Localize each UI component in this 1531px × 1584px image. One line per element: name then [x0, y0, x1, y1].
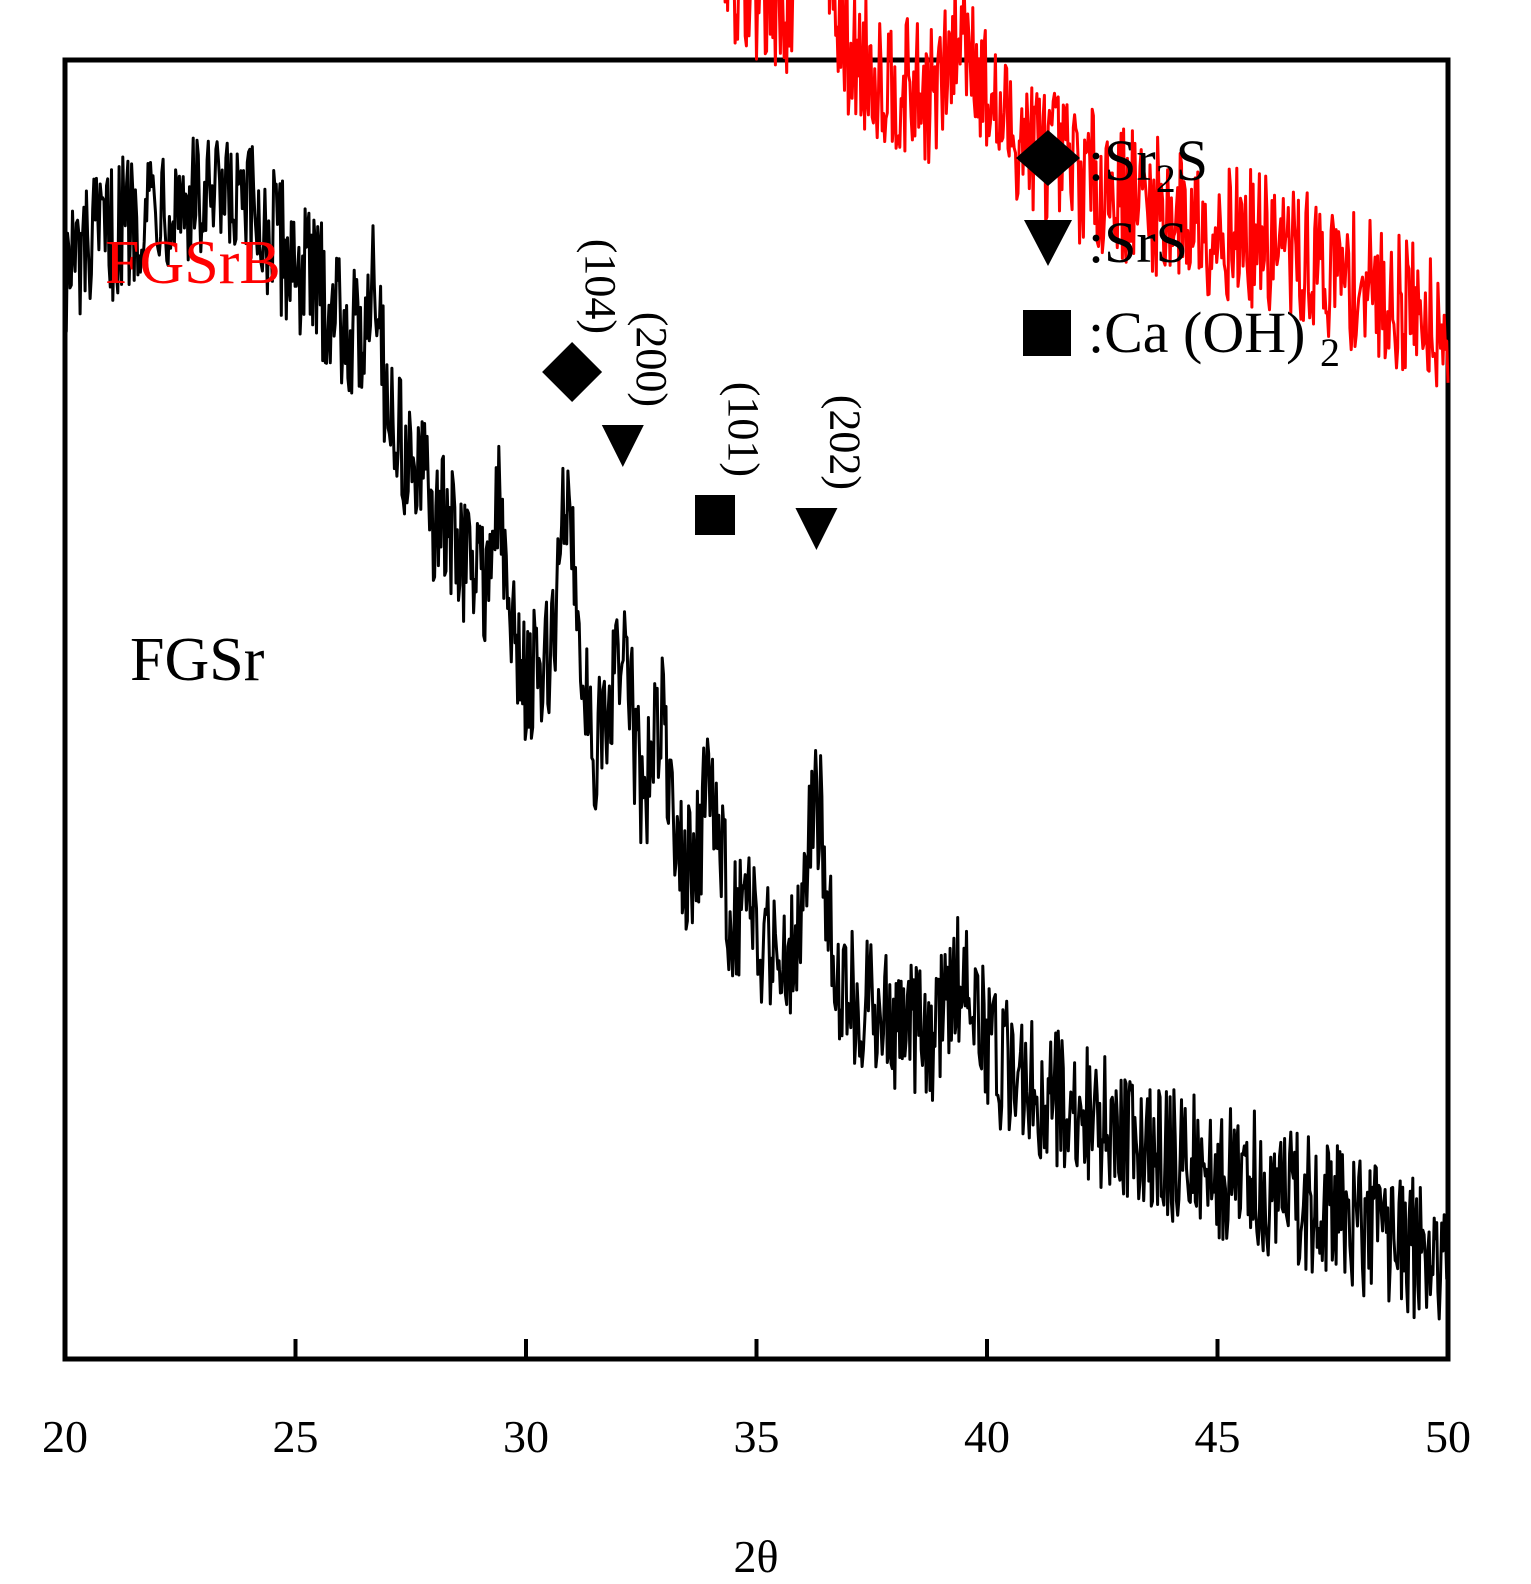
- peak-label: (200): [627, 312, 676, 407]
- legend-entry-sr2s: :Sr2S: [1088, 128, 1208, 201]
- legend-square-icon: [1023, 310, 1071, 356]
- legend-entry-srs: :SrS: [1088, 210, 1188, 275]
- legend-entry-caoh2: :Ca (OH) 2: [1088, 300, 1340, 375]
- x-ticks: 20 25 30 35 40 45 50: [42, 1339, 1471, 1462]
- x-tick-label: 45: [1195, 1411, 1241, 1462]
- peak-label: (202): [820, 395, 869, 490]
- series-line-fgsrb: [723, 0, 1450, 388]
- peak-triangle-down-icon: [795, 508, 838, 550]
- peak-label: (104): [576, 239, 625, 334]
- series-label-fgsrb: FGSrB: [105, 229, 281, 297]
- x-axis-title: 2θ: [733, 1531, 778, 1582]
- x-tick-label: 20: [42, 1411, 88, 1462]
- legend-triangle-down-icon: [1024, 220, 1072, 266]
- x-tick-label: 40: [964, 1411, 1010, 1462]
- peak-diamond-icon: [542, 342, 603, 402]
- x-tick-label: 50: [1425, 1411, 1471, 1462]
- peak-triangle-down-icon: [601, 425, 644, 467]
- legend: :Sr2S :SrS :Ca (OH) 2: [1016, 128, 1340, 375]
- x-tick-label: 30: [503, 1411, 549, 1462]
- x-tick-label: 25: [273, 1411, 319, 1462]
- legend-diamond-icon: [1016, 130, 1080, 186]
- peak-annotations: (104)(200) (101) (202): [542, 239, 869, 550]
- series-group: [63, 0, 1450, 1321]
- peak-square-icon: [695, 495, 736, 535]
- x-tick-label: 35: [734, 1411, 780, 1462]
- series-label-fgsr: FGSr: [130, 626, 265, 694]
- series-line-fgsr: [63, 136, 1450, 1321]
- peak-label: (101): [719, 382, 768, 477]
